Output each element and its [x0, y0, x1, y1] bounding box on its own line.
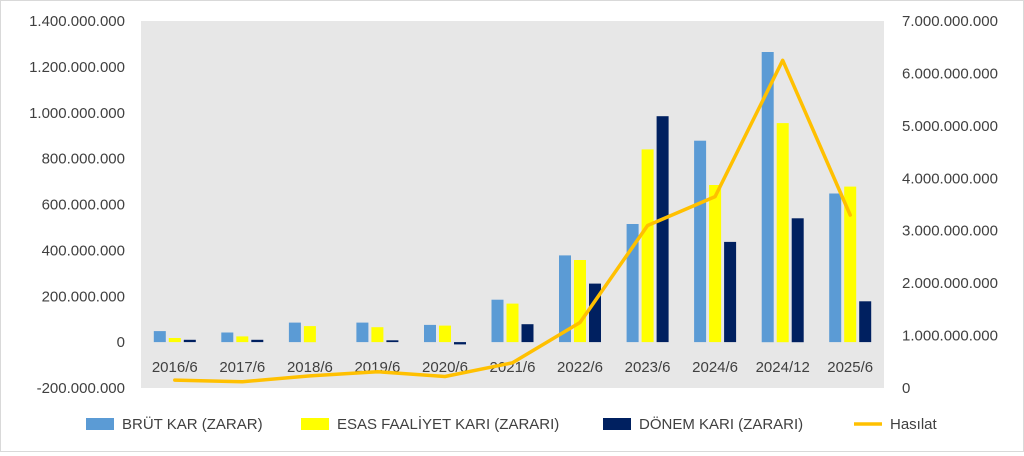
category-label: 2016/6 — [152, 359, 198, 376]
left-tick-label: 0 — [117, 334, 125, 351]
bar-s0-2 — [289, 323, 301, 343]
bar-s0-4 — [424, 325, 436, 342]
legend-label: ESAS FAALİYET KARI (ZARARI) — [337, 415, 559, 433]
left-tick-label: -200.000.000 — [37, 380, 125, 397]
right-axis: 0 1.000.000.000 2.000.000.000 3.000.000.000… — [902, 13, 998, 397]
bar-s2-7 — [657, 116, 669, 342]
legend-swatch — [86, 418, 114, 430]
legend-label: BRÜT KAR (ZARAR) — [122, 415, 263, 433]
category-label: 2025/6 — [827, 359, 873, 376]
right-tick-label: 3.000.000.000 — [902, 223, 998, 240]
right-tick-label: 5.000.000.000 — [902, 118, 998, 135]
category-label: 2024/12 — [756, 359, 810, 376]
legend-label: DÖNEM KARI (ZARARI) — [639, 415, 803, 433]
bar-s2-4 — [454, 342, 466, 344]
bar-s2-9 — [792, 218, 804, 342]
bar-s2-1 — [251, 340, 263, 342]
right-tick-label: 7.000.000.000 — [902, 13, 998, 30]
left-tick-label: 1.000.000.000 — [29, 105, 125, 122]
bar-s0-3 — [356, 323, 368, 343]
left-tick-label: 200.000.000 — [42, 288, 125, 305]
bar-s1-9 — [777, 123, 789, 342]
bar-s1-8 — [709, 185, 721, 342]
bar-s1-3 — [371, 327, 383, 342]
right-tick-label: 4.000.000.000 — [902, 170, 998, 187]
left-tick-label: 400.000.000 — [42, 242, 125, 259]
bar-s0-0 — [154, 331, 166, 342]
category-label: 2024/6 — [692, 359, 738, 376]
bar-s0-10 — [829, 194, 841, 343]
left-axis: -200.000.000 0 200.000.000 400.000.000 600.0… — [29, 13, 125, 397]
category-label: 2023/6 — [625, 359, 671, 376]
legend-swatch — [301, 418, 329, 430]
bar-s0-8 — [694, 141, 706, 342]
bar-s1-5 — [507, 304, 519, 343]
bar-s2-3 — [386, 340, 398, 342]
right-tick-label: 0 — [902, 380, 910, 397]
left-tick-label: 600.000.000 — [42, 197, 125, 214]
legend-label: Hasılat — [890, 416, 938, 433]
bar-s0-5 — [492, 300, 504, 342]
left-tick-label: 1.400.000.000 — [29, 13, 125, 30]
bar-s1-7 — [642, 149, 654, 342]
legend-swatch — [603, 418, 631, 430]
bar-s2-0 — [184, 340, 196, 342]
left-tick-label: 800.000.000 — [42, 151, 125, 168]
bar-s1-10 — [844, 187, 856, 343]
bar-s1-2 — [304, 326, 316, 342]
bar-s2-5 — [522, 324, 534, 342]
right-tick-label: 2.000.000.000 — [902, 275, 998, 292]
right-tick-label: 1.000.000.000 — [902, 328, 998, 345]
category-label: 2017/6 — [219, 359, 265, 376]
bar-s0-1 — [221, 333, 233, 343]
category-label: 2022/6 — [557, 359, 603, 376]
left-tick-label: 1.200.000.000 — [29, 59, 125, 76]
bar-s1-4 — [439, 326, 451, 343]
bar-s1-0 — [169, 338, 181, 342]
legend: BRÜT KAR (ZARAR) ESAS FAALİYET KARI (ZARA… — [86, 415, 938, 433]
bar-s2-10 — [859, 301, 871, 342]
bar-s1-6 — [574, 260, 586, 342]
right-tick-label: 6.000.000.000 — [902, 65, 998, 82]
bar-s1-1 — [236, 336, 248, 342]
bar-s2-8 — [724, 242, 736, 342]
